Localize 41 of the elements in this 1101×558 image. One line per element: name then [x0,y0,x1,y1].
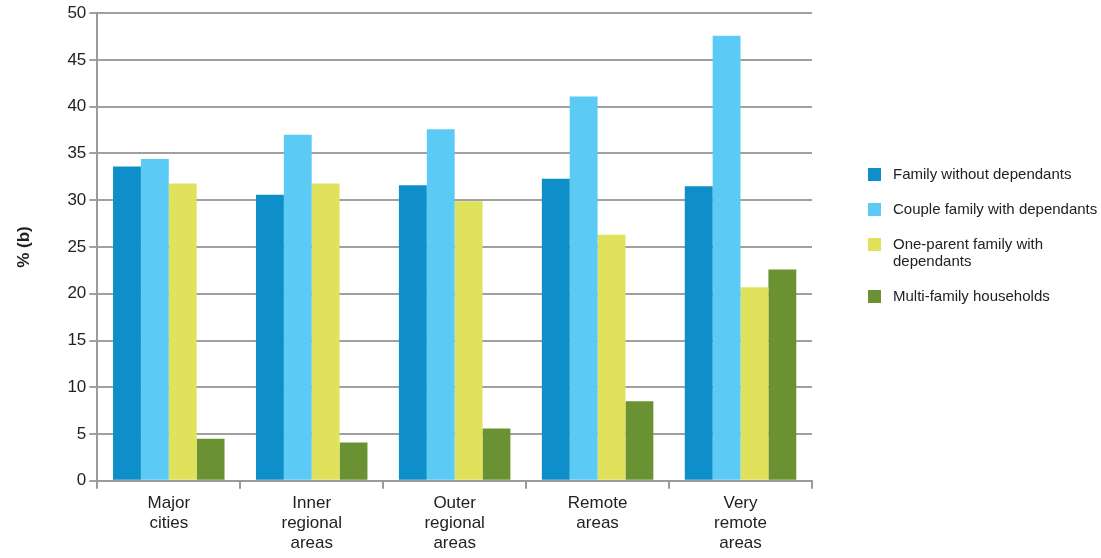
legend-label: Multi-family households [893,287,1050,304]
bar [426,129,455,480]
x-tick-label: Remote areas [567,492,628,533]
y-tick-label: 0 [76,470,87,490]
bar [255,194,284,480]
legend-label: One-parent family with dependants [893,235,1045,269]
y-tick-label: 35 [67,143,87,163]
x-tick-label: Major cities [147,492,191,533]
y-tick-label: 25 [67,236,87,256]
bar [569,96,598,480]
bar [740,287,769,480]
bar [168,183,197,480]
y-tick-label: 20 [67,283,87,303]
bar [113,166,141,480]
bar [597,234,626,480]
bar [482,428,511,480]
bar [625,401,654,480]
x-tick-label: Inner regional areas [281,492,342,553]
bar [454,201,483,480]
bar [283,134,312,480]
bar [712,35,741,480]
legend-label: Family without dependants [893,165,1072,182]
bar [684,186,713,480]
y-tick-label: 30 [67,189,87,209]
bar [541,178,570,480]
bar [311,183,340,480]
bar [140,159,169,480]
y-tick-label: 5 [76,423,87,443]
bar [398,185,427,480]
bar [768,269,797,480]
x-tick-label: Outer regional areas [424,492,485,553]
legend-label: Couple family with dependants [893,200,1098,217]
y-axis-title: % (b) [13,226,33,268]
x-tick-label: Very remote areas [714,492,767,553]
y-tick-label: 15 [67,330,87,350]
y-tick-label: 10 [67,376,87,396]
y-tick-label: 40 [67,96,87,116]
bar [196,438,225,480]
bar [339,442,368,480]
y-tick-label: 45 [67,49,87,69]
y-tick-label: 50 [67,2,87,22]
